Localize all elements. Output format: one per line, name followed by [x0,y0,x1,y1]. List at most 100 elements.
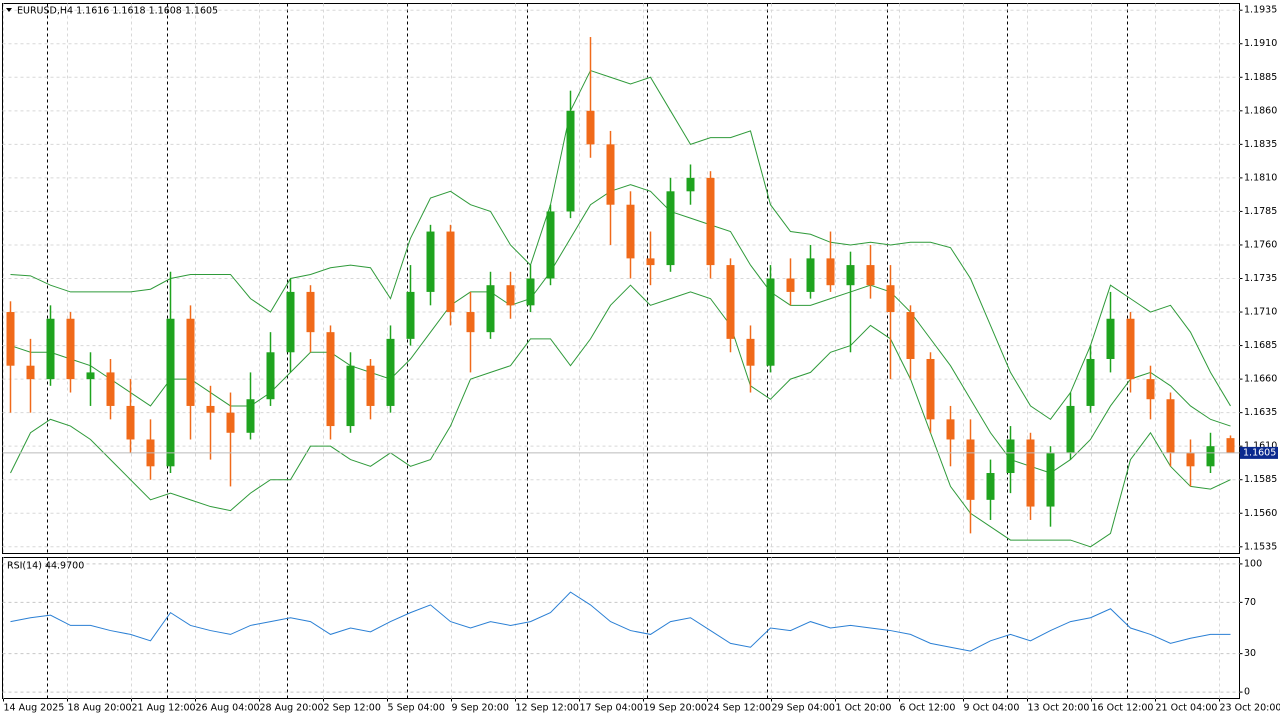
candle-body [1066,405,1075,453]
candle-body [886,285,895,313]
y-tick-label: 1.1710 [1244,307,1277,318]
y-tick-label: 1.1585 [1244,474,1277,485]
candle-body [626,204,635,259]
candle-body [866,265,875,286]
x-tick-label: 21 Aug 12:00 [132,703,196,714]
x-tick-label: 29 Sep 04:00 [772,703,835,714]
candle-body [466,312,475,333]
rsi-panel-frame [2,557,1240,699]
x-tick-label: 26 Aug 04:00 [196,703,260,714]
candle-body [446,231,455,313]
candle-body [1226,438,1235,453]
candle-body [1086,358,1095,406]
candle-body [1006,439,1015,474]
x-tick-label: 9 Sep 20:00 [452,703,509,714]
candle-body [346,365,355,427]
rsi-title: RSI(14) 44.9700 [7,561,84,572]
last-price-label: 1.1605 [1243,447,1276,458]
x-tick-label: 13 Oct 20:00 [1028,703,1090,714]
candle-body [266,352,275,400]
candle-body [906,312,915,359]
candle-body [1166,399,1175,453]
candle-body [46,318,55,380]
candle-body [826,258,835,286]
y-tick-label: 1.1885 [1244,72,1277,83]
plot-layer: 1.1605 [2,37,1278,652]
y-tick-label: 1.1860 [1244,105,1277,116]
x-tick-label: 6 Oct 12:00 [900,703,956,714]
candle-body [306,291,315,333]
symbol-menu-arrow[interactable] [6,8,12,12]
candle-body [646,258,655,266]
candle-body [6,312,15,366]
candle-body [1186,452,1195,467]
y-tick-label: 30 [1244,648,1256,659]
candle-body [66,318,75,380]
candle-body [546,211,555,279]
x-tick-label: 2 Sep 12:00 [324,703,381,714]
candle-body [26,365,35,380]
candle-body [586,110,595,145]
candle-body [1146,379,1155,400]
candle-body [986,473,995,500]
candle-body [806,258,815,292]
candle-body [406,291,415,339]
candle-body [386,338,395,406]
y-tick-label: 1.1810 [1244,172,1277,183]
y-tick-label: 100 [1244,558,1262,569]
bollinger-band [10,69,1231,421]
x-tick-label: 28 Aug 20:00 [260,703,324,714]
candle-body [846,265,855,286]
x-tick-label: 16 Oct 12:00 [1092,703,1154,714]
candle-body [286,291,295,353]
candle-body [426,231,435,292]
candle-body [366,365,375,406]
rsi-line [10,591,1231,652]
candle-body [186,318,195,406]
candle-body [706,177,715,266]
x-tick-label: 19 Sep 20:00 [644,703,707,714]
candle-body [1026,439,1035,507]
candle-body [666,191,675,266]
x-tick-label: 9 Oct 04:00 [964,703,1020,714]
chart-header: EURUSD,H4 1.1616 1.1618 1.1608 1.1605 [17,6,218,17]
candle-body [86,372,95,380]
candle-body [606,144,615,205]
candle-body [686,177,695,192]
candle-body [1046,452,1055,507]
candle-body [926,358,935,420]
x-tick-label: 1 Oct 20:00 [836,703,892,714]
candle-body [206,405,215,413]
y-tick-label: 1.1760 [1244,239,1277,250]
candle-body [486,285,495,333]
y-tick-label: 1.1935 [1244,5,1277,16]
y-tick-label: 1.1735 [1244,273,1277,284]
x-tick-label: 14 Aug 2025 [4,703,65,714]
candle-body [1206,446,1215,467]
candle-body [1106,318,1115,359]
last-price-box [1240,446,1278,459]
x-tick-label: 23 Oct 20:00 [1220,703,1280,714]
x-tick-label: 5 Sep 04:00 [388,703,445,714]
bollinger-band [10,284,1231,548]
candle-body [766,278,775,366]
y-tick-label: 70 [1244,597,1256,608]
candle-body [566,110,575,212]
candle-body [966,439,975,500]
y-tick-label: 1.1785 [1244,206,1277,217]
candle-body [1126,318,1135,380]
candle-body [246,399,255,433]
candle-body [166,318,175,467]
y-tick-label: 1.1835 [1244,139,1277,150]
x-tick-label: 12 Sep 12:00 [516,703,579,714]
y-tick-label: 0 [1244,687,1250,698]
candle-body [226,412,235,433]
candle-body [126,405,135,440]
y-tick-label: 1.1635 [1244,407,1277,418]
candle-body [326,332,335,427]
y-tick-label: 1.1660 [1244,374,1277,385]
candle-body [506,285,515,306]
